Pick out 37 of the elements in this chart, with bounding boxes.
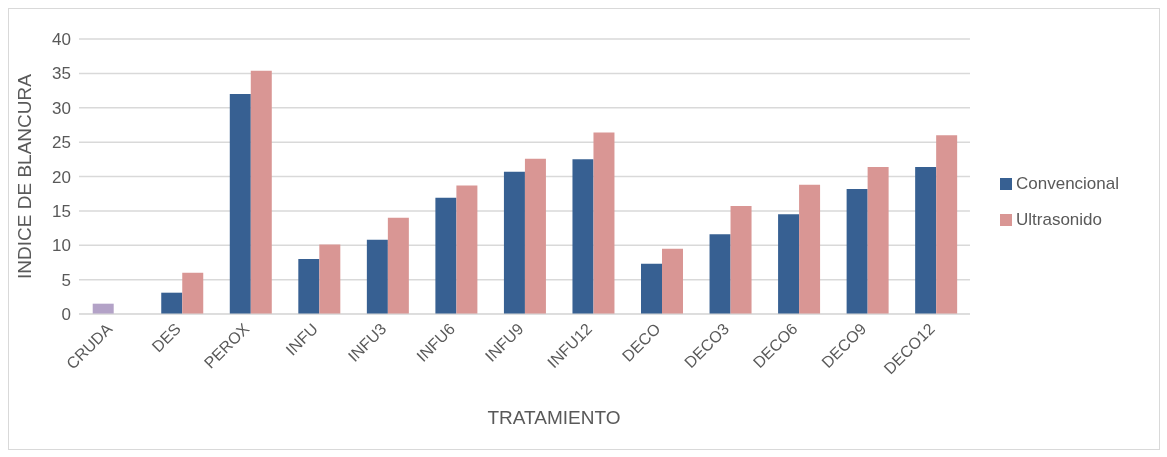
bar: [298, 259, 320, 314]
y-tick-label: 20: [52, 167, 71, 187]
bar: [709, 234, 731, 314]
y-tick-label: 40: [52, 30, 71, 50]
bar: [182, 272, 204, 314]
bar: [641, 263, 663, 314]
bar: [846, 188, 868, 314]
y-axis-title: INDICE DE BLANCURA: [13, 73, 35, 279]
bar: [662, 248, 684, 314]
y-tick-label: 15: [52, 201, 71, 221]
bar: [524, 158, 546, 314]
bar: [250, 70, 272, 314]
bar: [229, 94, 251, 314]
bar: [319, 244, 341, 314]
bar: [799, 184, 821, 314]
bar: [778, 214, 800, 314]
y-tick-label: 30: [52, 98, 71, 118]
y-tick-label: 25: [52, 133, 71, 153]
bar: [867, 166, 889, 314]
bar: [915, 166, 937, 314]
bar: [456, 185, 478, 314]
bar: [503, 171, 525, 314]
bar: [387, 217, 409, 314]
bar: [435, 197, 457, 314]
y-tick-label: 35: [52, 64, 71, 84]
legend-label: Convencional: [1015, 173, 1119, 193]
legend-label: Ultrasonido: [1015, 209, 1102, 229]
y-tick-label: 0: [61, 305, 71, 325]
bar: [936, 135, 958, 314]
bar: [366, 239, 388, 314]
bar: [572, 159, 594, 314]
bar: [161, 292, 183, 314]
x-axis-title: TRATAMIENTO: [486, 407, 622, 429]
bar: [593, 132, 615, 314]
bar: [730, 206, 752, 314]
y-tick-label: 5: [61, 270, 71, 290]
y-tick-label: 10: [52, 236, 71, 256]
